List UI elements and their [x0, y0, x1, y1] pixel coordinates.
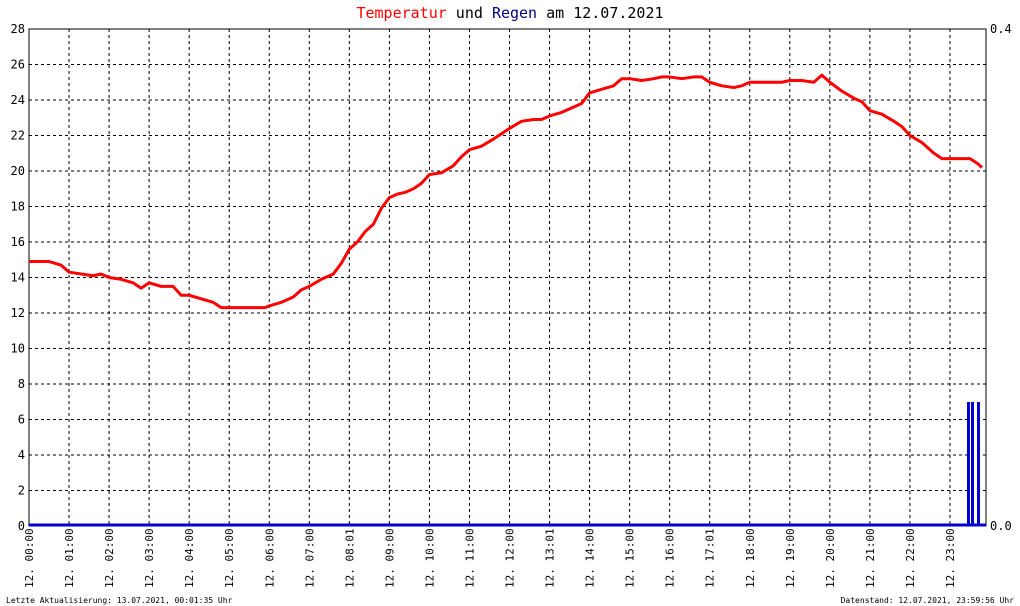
rain-bar: [976, 402, 980, 526]
x-axis-ticks: 12. 00:00 12. 01:00 12. 02:00 12. 03:00 12. …: [23, 528, 957, 588]
x-tick-label: 12. 18:00: [744, 528, 757, 588]
rain-bar: [966, 402, 970, 526]
x-tick-label: 12. 10:00: [423, 528, 436, 588]
x-tick-label: 12. 15:00: [624, 528, 637, 588]
x-tick-label: 12. 01:00: [63, 528, 76, 588]
footer-data-state: Datenstand: 12.07.2021, 23:59:56 Uhr: [840, 596, 1014, 605]
x-tick-label: 12. 02:00: [103, 528, 116, 588]
chart-title: Temperatur und Regen am 12.07.2021: [0, 4, 1020, 22]
title-und: und: [446, 4, 492, 22]
x-tick-label: 12. 22:00: [904, 528, 917, 588]
y-tick-label: 14: [11, 271, 25, 285]
x-tick-label: 12. 07:00: [303, 528, 316, 588]
x-tick-label: 12. 05:00: [223, 528, 236, 588]
y-right-tick-label: 0.4: [990, 22, 1012, 36]
y-tick-label: 12: [11, 306, 25, 320]
title-regen: Regen: [491, 4, 538, 22]
y-tick-label: 18: [11, 200, 25, 214]
y-axis-right-ticks: 0.0 0.4: [990, 22, 1012, 533]
x-tick-label: 12. 20:00: [824, 528, 837, 588]
x-tick-label: 12. 13:01: [544, 528, 557, 588]
y-tick-label: 26: [11, 58, 25, 72]
y-tick-label: 10: [11, 342, 25, 356]
x-tick-label: 12. 09:00: [383, 528, 396, 588]
y-tick-label: 8: [18, 377, 25, 391]
x-tick-label: 12. 06:00: [263, 528, 276, 588]
x-tick-label: 12. 16:00: [664, 528, 677, 588]
x-tick-label: 12. 11:00: [463, 528, 476, 588]
footer-last-update: Letzte Aktualisierung: 13.07.2021, 00:01…: [6, 596, 233, 605]
x-tick-label: 12. 14:00: [584, 528, 597, 588]
y-tick-label: 0: [18, 519, 25, 533]
x-tick-label: 12. 08:01: [343, 528, 356, 588]
title-date: am 12.07.2021: [537, 4, 664, 22]
title-temperature: Temperatur: [356, 4, 447, 22]
x-tick-label: 12. 03:00: [143, 528, 156, 588]
y-tick-label: 28: [11, 22, 25, 36]
rain-bar: [970, 402, 974, 526]
x-tick-label: 12. 21:00: [864, 528, 877, 588]
y-tick-label: 4: [18, 448, 25, 462]
x-tick-label: 12. 19:00: [784, 528, 797, 588]
plot-frame: [28, 28, 987, 527]
x-tick-label: 12. 23:00: [944, 528, 957, 588]
x-tick-label: 12. 17:01: [704, 528, 717, 588]
grid-lines: [29, 29, 986, 526]
y-right-tick-label: 0.0: [990, 519, 1012, 533]
temperature-series: [29, 73, 983, 310]
y-tick-label: 16: [11, 235, 25, 249]
y-tick-label: 6: [18, 413, 25, 427]
x-tick-label: 12. 04:00: [183, 528, 196, 588]
y-tick-label: 20: [11, 164, 25, 178]
x-tick-label: 12. 12:00: [504, 528, 517, 588]
temperature-line: [29, 73, 983, 310]
x-tick-label: 12. 00:00: [23, 528, 36, 588]
y-tick-label: 22: [11, 129, 25, 143]
y-tick-label: 2: [18, 484, 25, 498]
y-tick-label: 24: [11, 93, 25, 107]
rain-bars: [29, 402, 986, 527]
